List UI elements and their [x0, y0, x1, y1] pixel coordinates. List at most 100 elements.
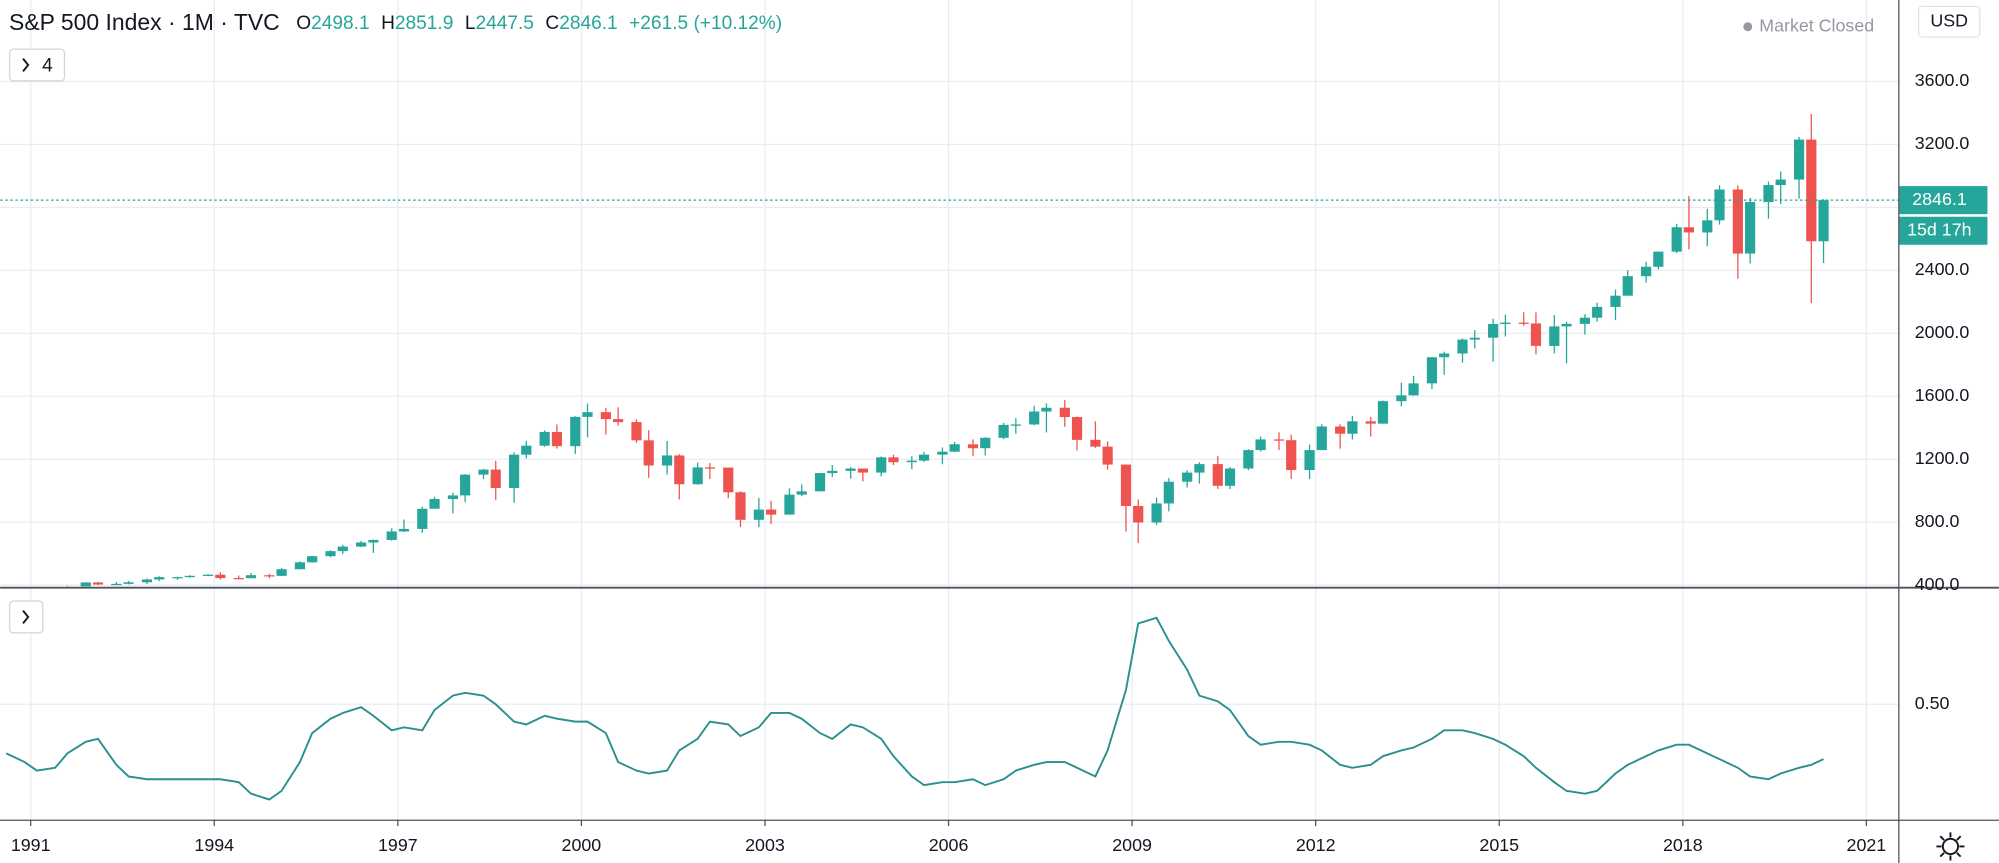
candle-body — [765, 509, 777, 515]
candle-body — [1592, 306, 1603, 318]
candle-body — [1396, 395, 1407, 402]
candle-body — [386, 531, 397, 540]
x-tick-label: 2006 — [929, 835, 969, 855]
candle-body — [845, 468, 856, 471]
candle-body — [325, 551, 336, 557]
candle-body — [613, 419, 624, 423]
candle-body — [1732, 189, 1743, 254]
candle-body — [1653, 251, 1664, 267]
candle-body — [600, 412, 611, 420]
y-tick-label: 400.0 — [1915, 574, 1960, 594]
candle-body — [661, 455, 673, 466]
x-tick-label: 2015 — [1479, 835, 1519, 855]
candle-body — [184, 575, 195, 578]
ohlc-value: 2498.1 — [311, 13, 369, 34]
candle-body — [447, 495, 459, 500]
ohlc-label: H — [381, 13, 395, 34]
candle-body — [643, 440, 654, 466]
candle-body — [294, 562, 306, 570]
candle-body — [264, 575, 275, 577]
candle-body — [1818, 200, 1829, 242]
currency-button[interactable]: USD — [1917, 5, 1981, 38]
ohlc-label: C — [545, 13, 559, 34]
candle-body — [356, 542, 367, 547]
indicators-toggle[interactable]: 4 — [9, 48, 66, 82]
candle-body — [857, 468, 868, 473]
legend: S&P 500 Index · 1M · TVC O2498.1 H2851.9… — [9, 9, 782, 35]
candle-body — [784, 494, 795, 515]
axes: 1991 1994 1997 2000 2003 2006 2009 2012 2015 2018… — [11, 70, 1988, 855]
countdown-box — [1899, 216, 1988, 245]
candle-body — [111, 583, 122, 586]
y-tick-label: 1600.0 — [1915, 385, 1970, 405]
candle-body — [1793, 139, 1805, 180]
y-tick-label: 1200.0 — [1915, 448, 1970, 468]
candle-body — [521, 445, 532, 455]
candle-body — [735, 492, 746, 520]
candle-body — [1561, 323, 1572, 327]
candle-body — [141, 579, 153, 583]
last-price-label: 2846.1 — [1912, 189, 1967, 209]
candle-body — [631, 422, 642, 441]
candle-body — [398, 528, 410, 532]
candle-body — [1, 592, 11, 600]
candle-body — [1549, 326, 1560, 346]
candle-body — [1090, 439, 1101, 447]
candle-body — [570, 416, 581, 447]
candle-body — [1151, 503, 1162, 523]
candle-body — [1010, 424, 1021, 426]
candle-body — [918, 454, 930, 461]
candle-body — [32, 589, 42, 596]
y-tick-label: 3600.0 — [1915, 70, 1970, 90]
x-tick-label: 1997 — [378, 835, 418, 855]
candle-body — [1702, 220, 1713, 233]
candle-body — [417, 508, 428, 529]
candle-body — [1622, 276, 1633, 296]
candle-body — [478, 469, 489, 475]
candle-body — [1775, 179, 1786, 186]
candle-body — [967, 444, 979, 449]
candle-body — [814, 473, 826, 492]
settings-button[interactable] — [1936, 832, 1965, 861]
x-tick-label: 2021 — [1847, 835, 1887, 855]
candle-body — [19, 596, 29, 600]
candle-body — [172, 577, 183, 579]
grid — [0, 0, 1899, 820]
candle-body — [582, 412, 593, 417]
candle-body — [1714, 189, 1725, 221]
candle-body — [998, 424, 1009, 438]
candle-body — [92, 582, 104, 585]
candle-body — [539, 431, 550, 446]
pane-toggle[interactable] — [9, 600, 44, 634]
ohlc-value: 2447.5 — [475, 13, 533, 34]
x-tick-label: 2012 — [1296, 835, 1336, 855]
candle-body — [888, 457, 899, 463]
candle-body — [753, 509, 764, 520]
candle-body — [827, 470, 838, 474]
price-pane — [0, 113, 1899, 600]
candle-body — [1671, 227, 1682, 252]
candle-body — [1029, 411, 1040, 425]
candle-body — [937, 451, 948, 455]
candle-body — [1806, 139, 1817, 242]
x-tick-label: 2003 — [745, 835, 785, 855]
candle-body — [233, 578, 244, 580]
x-tick-label: 1991 — [11, 835, 51, 855]
candle-body — [1071, 417, 1083, 440]
y-tick-label: 3200.0 — [1915, 133, 1970, 153]
x-tick-label: 2000 — [562, 835, 602, 855]
candle-body — [203, 574, 214, 577]
candle-body — [276, 569, 287, 576]
candle-body — [1347, 421, 1358, 434]
candle-body — [1518, 322, 1529, 324]
candle-body — [1408, 383, 1419, 396]
candle-body — [1120, 464, 1132, 506]
candle-body — [1335, 426, 1346, 434]
candle-body — [1763, 185, 1774, 203]
last-price-box — [1899, 186, 1988, 215]
candle-body — [1439, 353, 1450, 358]
candle-body — [1286, 440, 1297, 471]
y-tick-label: 2400.0 — [1915, 259, 1970, 279]
candle-body — [906, 460, 917, 463]
candle-body — [1365, 421, 1376, 424]
